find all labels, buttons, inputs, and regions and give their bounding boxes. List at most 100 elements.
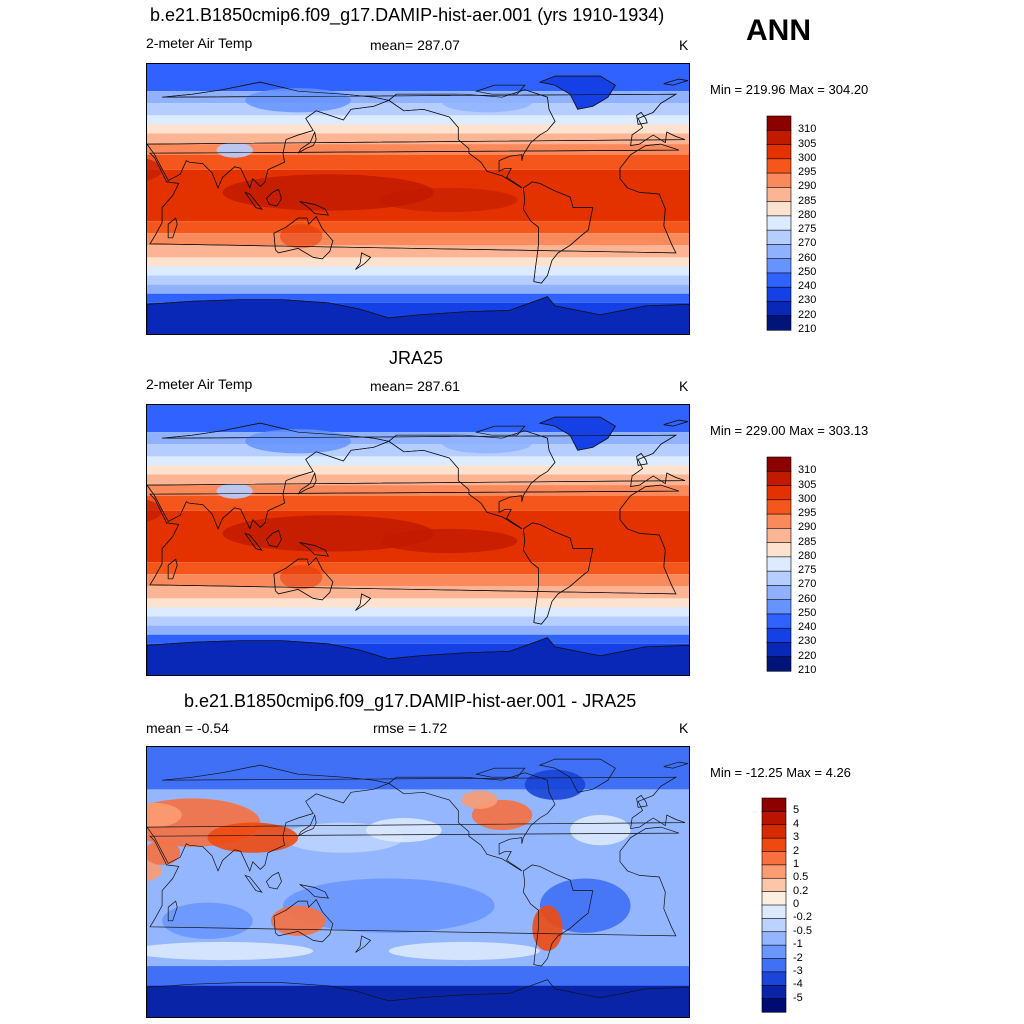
temperature-band <box>147 607 689 617</box>
anomaly-region <box>388 941 540 961</box>
coastline <box>147 764 686 872</box>
colorbar-tick-label: 1 <box>793 857 800 870</box>
coastline <box>388 430 556 530</box>
colorbar-tick-label: 270 <box>798 578 817 591</box>
coastline <box>538 75 616 110</box>
colorbar-swatch <box>766 513 792 529</box>
colorbar-tick-label: 280 <box>798 549 817 562</box>
temperature-band <box>147 495 689 511</box>
colorbar-tick-label: 260 <box>798 592 817 605</box>
colorbar-tick-label: 240 <box>798 280 817 293</box>
colorbar-tick-label: 230 <box>798 294 817 307</box>
coastline <box>636 794 648 808</box>
colorbar-swatch <box>766 301 792 317</box>
anomaly-region <box>147 860 163 882</box>
colorbar-swatch <box>761 891 787 906</box>
temperature-band <box>147 245 689 258</box>
colorbar-swatch <box>766 144 792 160</box>
anomaly-region <box>441 432 533 454</box>
season-label: ANN <box>746 14 811 47</box>
colorbar-tick-label: 0 <box>793 898 800 910</box>
coastline <box>663 419 689 427</box>
anomaly-region <box>381 187 518 213</box>
colorbar-swatch <box>766 542 792 558</box>
colorbar-tick-label: 305 <box>798 137 817 150</box>
coastline <box>355 593 372 611</box>
coastline <box>147 422 686 530</box>
panel-2-mean-label: mean= 287.61 <box>370 378 460 394</box>
colorbar-swatch <box>766 172 792 188</box>
coastline <box>167 217 178 239</box>
coastline <box>147 296 689 334</box>
temperature-band <box>147 133 689 145</box>
colorbar-swatch <box>766 258 792 274</box>
anomaly-region <box>207 822 299 853</box>
coastline <box>663 761 689 769</box>
anomaly-region <box>441 91 533 113</box>
panel-2-units: K <box>679 378 689 394</box>
coastline <box>636 452 648 466</box>
colorbar-tick-label: 5 <box>793 804 800 817</box>
colorbar-swatch <box>761 864 787 879</box>
temperature-band <box>147 634 689 644</box>
colorbar-swatch <box>766 556 792 572</box>
temperature-band <box>147 574 689 587</box>
colorbar-tick-label: -5 <box>793 991 803 1004</box>
colorbar-swatch <box>766 642 792 658</box>
coastline <box>475 767 526 778</box>
anomaly-region <box>216 483 253 499</box>
colorbar-tick-label: 0.2 <box>793 884 809 897</box>
temperature-band <box>147 154 689 170</box>
colorbar-swatch <box>766 485 792 501</box>
colorbar-tick-label: 280 <box>798 208 817 221</box>
colorbar-swatch <box>761 877 787 893</box>
temperature-band <box>147 586 689 599</box>
temperature-band <box>147 221 689 234</box>
colorbar-tick-label: 220 <box>798 308 817 321</box>
anomaly-region <box>216 142 253 158</box>
colorbar-tick-label: 310 <box>798 464 817 477</box>
colorbar-swatch <box>766 656 792 672</box>
colorbar-tick-label: 300 <box>798 492 817 505</box>
coastline <box>273 899 334 943</box>
coastline <box>538 758 616 793</box>
panel-3-minmax: Min = -12.25 Max = 4.26 <box>710 765 851 780</box>
colorbar-tick-label: 220 <box>798 649 817 662</box>
anomaly-region <box>147 802 182 828</box>
panel-2-variable-label: 2-meter Air Temp <box>146 376 253 392</box>
colorbar-swatch <box>761 904 787 919</box>
colorbar-swatch <box>766 187 792 203</box>
colorbar-tick-label: 260 <box>798 251 817 264</box>
coastline <box>355 252 372 270</box>
colorbar-tick-label: 210 <box>798 664 817 676</box>
colorbar-tick-label: -2 <box>793 951 803 964</box>
anomaly-region <box>570 815 631 846</box>
anomaly-region <box>245 429 351 454</box>
colorbar-tick-label: -1 <box>793 938 803 951</box>
coastline <box>244 874 263 893</box>
panel-3-rmse-label: rmse = 1.72 <box>373 720 448 736</box>
colorbar-swatch <box>766 244 792 260</box>
anomaly-region <box>381 528 518 554</box>
coastline <box>355 935 372 953</box>
colorbar-swatch <box>766 585 792 601</box>
anomaly-region <box>147 499 163 522</box>
coastline <box>299 884 329 899</box>
temperature-band <box>147 562 689 575</box>
anomaly-region <box>162 902 253 939</box>
colorbar-tick-label: 270 <box>798 237 817 250</box>
colorbar-tick-label: 250 <box>798 265 817 278</box>
colorbar-swatch <box>766 115 792 131</box>
temperature-band <box>147 456 689 466</box>
colorbar-tick-label: 295 <box>798 166 817 179</box>
panel-1-mean-label: mean= 287.07 <box>370 37 460 53</box>
colorbar-tick-label: 0.5 <box>793 871 809 884</box>
colorbar-swatch <box>761 971 787 986</box>
coastline <box>522 864 594 967</box>
colorbar-swatch <box>761 797 787 812</box>
panel-1-variable-label: 2-meter Air Temp <box>146 35 253 51</box>
coastline <box>475 425 526 436</box>
colorbar-tick-label: 3 <box>793 831 800 844</box>
colorbar-tick-label: 240 <box>798 621 817 634</box>
coastline <box>522 522 594 625</box>
